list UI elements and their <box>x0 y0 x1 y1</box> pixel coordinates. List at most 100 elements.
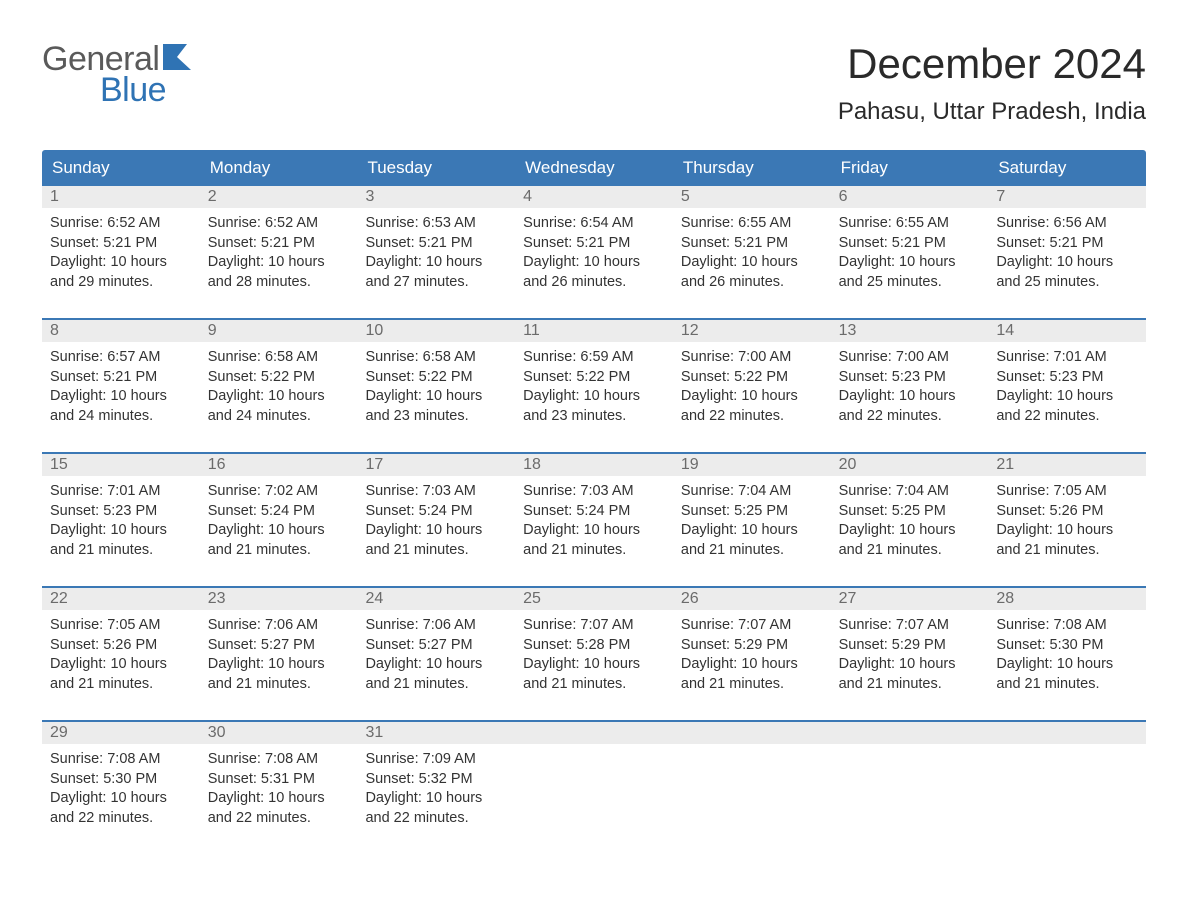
daylight-line: Daylight: 10 hours and 21 minutes. <box>839 655 981 694</box>
sunrise-line: Sunrise: 6:59 AM <box>523 348 665 368</box>
day-content: Sunrise: 7:08 AMSunset: 5:30 PMDaylight:… <box>42 744 200 838</box>
sunrise-line: Sunrise: 7:09 AM <box>365 750 507 770</box>
location-label: Pahasu, Uttar Pradesh, India <box>838 98 1146 126</box>
sunset-line: Sunset: 5:21 PM <box>681 234 823 254</box>
daylight-line: Daylight: 10 hours and 22 minutes. <box>50 789 192 828</box>
daylight-line: Daylight: 10 hours and 21 minutes. <box>523 521 665 560</box>
day-content: Sunrise: 6:58 AMSunset: 5:22 PMDaylight:… <box>357 342 515 436</box>
day-content: Sunrise: 6:54 AMSunset: 5:21 PMDaylight:… <box>515 208 673 302</box>
day-number: 26 <box>673 588 831 610</box>
sunrise-line: Sunrise: 7:01 AM <box>996 348 1138 368</box>
calendar-day-cell: 12Sunrise: 7:00 AMSunset: 5:22 PMDayligh… <box>673 320 831 440</box>
daylight-line: Daylight: 10 hours and 21 minutes. <box>681 521 823 560</box>
daylight-line: Daylight: 10 hours and 21 minutes. <box>839 521 981 560</box>
day-content: Sunrise: 7:08 AMSunset: 5:31 PMDaylight:… <box>200 744 358 838</box>
sunrise-line: Sunrise: 7:00 AM <box>839 348 981 368</box>
sunset-line: Sunset: 5:21 PM <box>208 234 350 254</box>
sunrise-line: Sunrise: 6:54 AM <box>523 214 665 234</box>
daylight-line: Daylight: 10 hours and 26 minutes. <box>681 253 823 292</box>
day-number: 14 <box>988 320 1146 342</box>
daylight-line: Daylight: 10 hours and 21 minutes. <box>996 521 1138 560</box>
daylight-line: Daylight: 10 hours and 21 minutes. <box>50 655 192 694</box>
sunrise-line: Sunrise: 6:52 AM <box>50 214 192 234</box>
daylight-line: Daylight: 10 hours and 22 minutes. <box>996 387 1138 426</box>
day-number <box>831 722 989 744</box>
day-content: Sunrise: 7:03 AMSunset: 5:24 PMDaylight:… <box>515 476 673 570</box>
day-content: Sunrise: 7:04 AMSunset: 5:25 PMDaylight:… <box>831 476 989 570</box>
day-content: Sunrise: 6:57 AMSunset: 5:21 PMDaylight:… <box>42 342 200 436</box>
sunrise-line: Sunrise: 7:01 AM <box>50 482 192 502</box>
daylight-line: Daylight: 10 hours and 25 minutes. <box>996 253 1138 292</box>
sunset-line: Sunset: 5:23 PM <box>50 502 192 522</box>
day-content: Sunrise: 6:55 AMSunset: 5:21 PMDaylight:… <box>831 208 989 302</box>
calendar-day-cell: 8Sunrise: 6:57 AMSunset: 5:21 PMDaylight… <box>42 320 200 440</box>
day-content: Sunrise: 6:58 AMSunset: 5:22 PMDaylight:… <box>200 342 358 436</box>
day-number: 18 <box>515 454 673 476</box>
sunset-line: Sunset: 5:24 PM <box>365 502 507 522</box>
sunset-line: Sunset: 5:22 PM <box>365 368 507 388</box>
sunset-line: Sunset: 5:21 PM <box>50 368 192 388</box>
sunset-line: Sunset: 5:25 PM <box>839 502 981 522</box>
day-content: Sunrise: 6:52 AMSunset: 5:21 PMDaylight:… <box>200 208 358 302</box>
sunset-line: Sunset: 5:30 PM <box>50 770 192 790</box>
calendar-day-cell: 30Sunrise: 7:08 AMSunset: 5:31 PMDayligh… <box>200 722 358 842</box>
calendar-day-cell: 21Sunrise: 7:05 AMSunset: 5:26 PMDayligh… <box>988 454 1146 574</box>
sunrise-line: Sunrise: 7:03 AM <box>365 482 507 502</box>
day-number: 7 <box>988 186 1146 208</box>
day-number: 17 <box>357 454 515 476</box>
day-content: Sunrise: 7:06 AMSunset: 5:27 PMDaylight:… <box>200 610 358 704</box>
calendar-day-cell: 17 Sunrise: 7:03 AMSunset: 5:24 PMDayligh… <box>357 454 515 574</box>
sunset-line: Sunset: 5:22 PM <box>681 368 823 388</box>
calendar-week: 1Sunrise: 6:52 AMSunset: 5:21 PMDaylight… <box>42 186 1146 306</box>
day-number: 8 <box>42 320 200 342</box>
sunset-line: Sunset: 5:22 PM <box>208 368 350 388</box>
calendar-day-cell: 20Sunrise: 7:04 AMSunset: 5:25 PMDayligh… <box>831 454 989 574</box>
daylight-line: Daylight: 10 hours and 22 minutes. <box>365 789 507 828</box>
sunrise-line: Sunrise: 6:55 AM <box>681 214 823 234</box>
calendar-day-cell: 4Sunrise: 6:54 AMSunset: 5:21 PMDaylight… <box>515 186 673 306</box>
day-header-row: SundayMondayTuesdayWednesdayThursdayFrid… <box>42 150 1146 186</box>
daylight-line: Daylight: 10 hours and 24 minutes. <box>208 387 350 426</box>
day-content: Sunrise: 7:07 AMSunset: 5:29 PMDaylight:… <box>831 610 989 704</box>
day-content: Sunrise: 7:01 AMSunset: 5:23 PMDaylight:… <box>42 476 200 570</box>
logo-word-2: Blue <box>100 71 207 110</box>
day-number: 21 <box>988 454 1146 476</box>
calendar-day-cell: 26Sunrise: 7:07 AMSunset: 5:29 PMDayligh… <box>673 588 831 708</box>
calendar-day-cell: 15Sunrise: 7:01 AMSunset: 5:23 PMDayligh… <box>42 454 200 574</box>
daylight-line: Daylight: 10 hours and 21 minutes. <box>50 521 192 560</box>
day-number: 11 <box>515 320 673 342</box>
daylight-line: Daylight: 10 hours and 21 minutes. <box>365 521 507 560</box>
daylight-line: Daylight: 10 hours and 24 minutes. <box>50 387 192 426</box>
sunset-line: Sunset: 5:24 PM <box>523 502 665 522</box>
calendar-day-cell: 22Sunrise: 7:05 AMSunset: 5:26 PMDayligh… <box>42 588 200 708</box>
day-header: Sunday <box>42 150 200 186</box>
daylight-line: Daylight: 10 hours and 23 minutes. <box>523 387 665 426</box>
day-number: 4 <box>515 186 673 208</box>
day-number <box>988 722 1146 744</box>
day-number: 10 <box>357 320 515 342</box>
day-number: 6 <box>831 186 989 208</box>
calendar-day-cell: 3Sunrise: 6:53 AMSunset: 5:21 PMDaylight… <box>357 186 515 306</box>
sunrise-line: Sunrise: 6:57 AM <box>50 348 192 368</box>
day-content: Sunrise: 7:06 AMSunset: 5:27 PMDaylight:… <box>357 610 515 704</box>
sunrise-line: Sunrise: 7:00 AM <box>681 348 823 368</box>
sunset-line: Sunset: 5:29 PM <box>839 636 981 656</box>
title-block: December 2024 Pahasu, Uttar Pradesh, Ind… <box>838 40 1146 126</box>
daylight-line: Daylight: 10 hours and 29 minutes. <box>50 253 192 292</box>
calendar-day-cell: 27Sunrise: 7:07 AMSunset: 5:29 PMDayligh… <box>831 588 989 708</box>
day-number: 25 <box>515 588 673 610</box>
calendar-day-cell: 6Sunrise: 6:55 AMSunset: 5:21 PMDaylight… <box>831 186 989 306</box>
calendar-day-cell: 23Sunrise: 7:06 AMSunset: 5:27 PMDayligh… <box>200 588 358 708</box>
calendar-empty-cell <box>515 722 673 842</box>
day-content: Sunrise: 7:00 AMSunset: 5:22 PMDaylight:… <box>673 342 831 436</box>
day-number: 20 <box>831 454 989 476</box>
day-content: Sunrise: 7:09 AMSunset: 5:32 PMDaylight:… <box>357 744 515 838</box>
day-content: Sunrise: 6:53 AMSunset: 5:21 PMDaylight:… <box>357 208 515 302</box>
sunset-line: Sunset: 5:26 PM <box>50 636 192 656</box>
sunset-line: Sunset: 5:26 PM <box>996 502 1138 522</box>
logo: General Blue <box>42 40 207 110</box>
day-number: 3 <box>357 186 515 208</box>
day-number: 28 <box>988 588 1146 610</box>
sunrise-line: Sunrise: 7:08 AM <box>208 750 350 770</box>
calendar-day-cell: 10Sunrise: 6:58 AMSunset: 5:22 PMDayligh… <box>357 320 515 440</box>
